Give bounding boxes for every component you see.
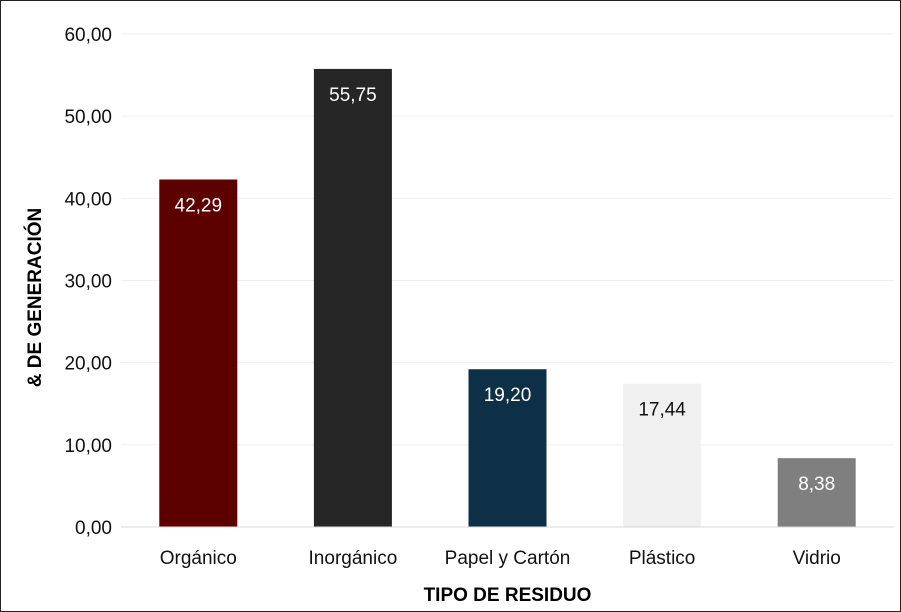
y-tick-label: 50,00 bbox=[64, 107, 112, 128]
x-tick-label: Papel y Cartón bbox=[445, 548, 571, 569]
x-tick-label: Orgánico bbox=[160, 548, 237, 569]
bar bbox=[777, 458, 856, 527]
y-tick-label: 40,00 bbox=[64, 189, 112, 210]
data-label: 55,75 bbox=[329, 85, 377, 106]
data-label: 17,44 bbox=[638, 400, 686, 421]
data-label: 19,20 bbox=[484, 385, 532, 406]
x-tick-label: Plástico bbox=[629, 548, 696, 569]
gridlines bbox=[121, 33, 894, 446]
bar bbox=[468, 369, 547, 527]
y-axis-ticks: 0,00 10,00 20,00 30,00 40,00 50,00 60,00 bbox=[64, 25, 112, 539]
x-axis-title: TIPO DE RESIDUO bbox=[424, 585, 592, 606]
data-labels: 42,29 55,75 19,20 17,44 8,38 bbox=[175, 85, 836, 495]
y-tick-label: 30,00 bbox=[64, 272, 112, 293]
y-axis-title: & DE GENERACIÓN bbox=[24, 208, 46, 387]
y-tick-label: 0,00 bbox=[75, 518, 112, 539]
bars bbox=[159, 68, 856, 528]
y-tick-label: 20,00 bbox=[64, 354, 112, 375]
bar bbox=[313, 68, 392, 527]
x-tick-label: Vidrio bbox=[793, 548, 841, 569]
data-label: 42,29 bbox=[175, 196, 223, 217]
y-tick-label: 60,00 bbox=[64, 25, 112, 46]
bar bbox=[159, 179, 238, 528]
data-label: 8,38 bbox=[798, 474, 835, 495]
bar bbox=[623, 383, 702, 527]
x-tick-label: Inorgánico bbox=[309, 548, 398, 569]
y-tick-label: 10,00 bbox=[64, 436, 112, 457]
x-axis-ticks: Orgánico Inorgánico Papel y Cartón Plástico… bbox=[160, 548, 841, 569]
